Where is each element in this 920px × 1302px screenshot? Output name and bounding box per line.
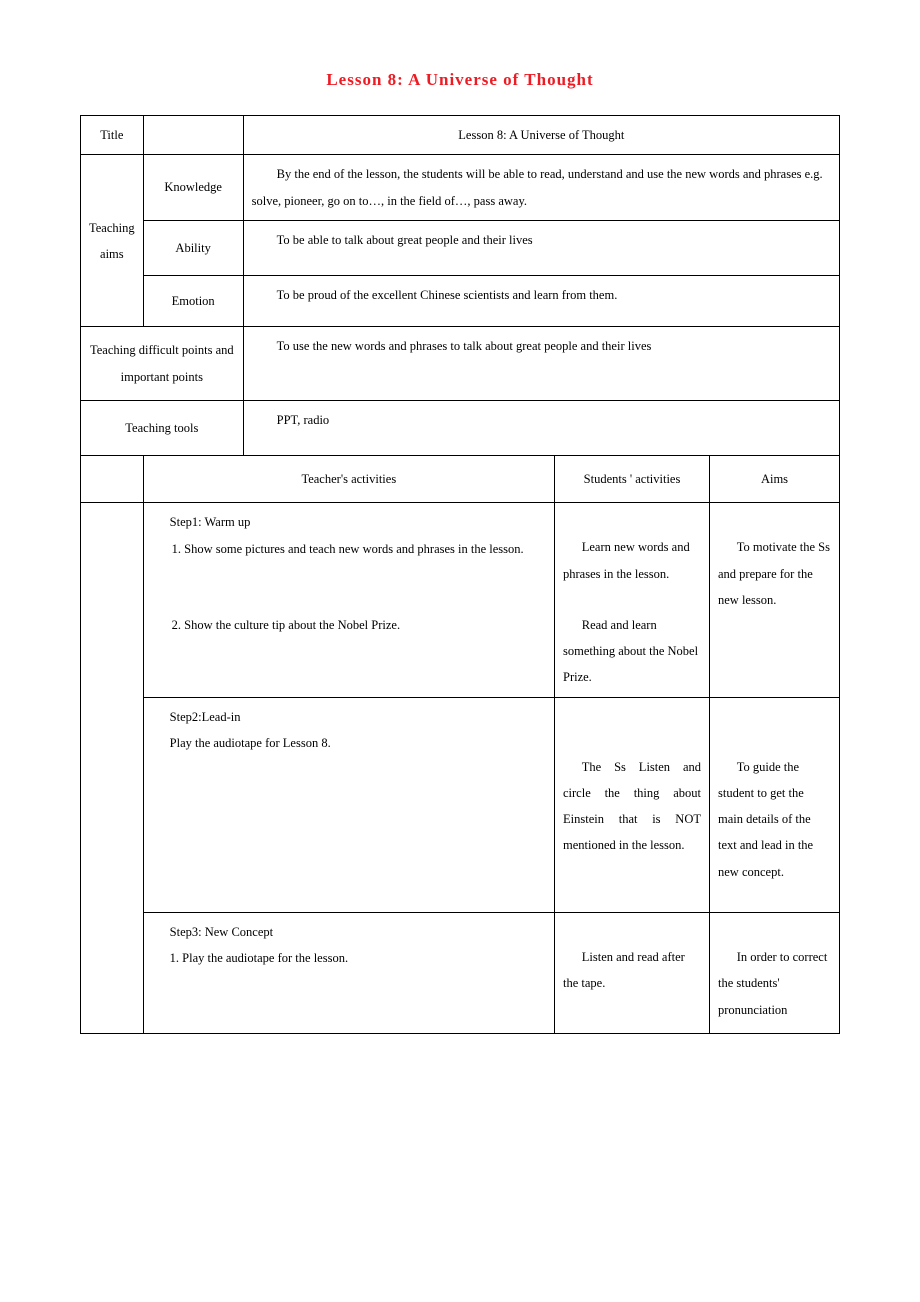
title-content: Lesson 8: A Universe of Thought — [243, 116, 839, 155]
emotion-content: To be proud of the excellent Chinese sci… — [243, 276, 839, 327]
step2-students: The Ss Listen and circle the thing about… — [555, 697, 710, 913]
step1-teacher: Step1: Warm up 1. Show some pictures and… — [143, 503, 554, 697]
step2-aims: To guide the student to get the main det… — [710, 697, 840, 913]
tools-content: PPT, radio — [243, 400, 839, 455]
empty-cell — [81, 456, 144, 503]
title-label: Title — [81, 116, 144, 155]
step1-students: Learn new words and phrases in the lesso… — [555, 503, 710, 697]
tools-label: Teaching tools — [81, 400, 244, 455]
students-header: Students ' activities — [555, 456, 710, 503]
ability-content: To be able to talk about great people an… — [243, 220, 839, 275]
step1-aims: To motivate the Ss and prepare for the n… — [710, 503, 840, 697]
step3-aims: In order to correct the students' pronun… — [710, 913, 840, 1034]
difficult-points-content: To use the new words and phrases to talk… — [243, 327, 839, 401]
aims-header: Aims — [710, 456, 840, 503]
teaching-aims-label: Teaching aims — [81, 155, 144, 327]
knowledge-content: By the end of the lesson, the students w… — [243, 155, 839, 221]
lesson-plan-table: Title Lesson 8: A Universe of Thought Te… — [80, 115, 840, 1034]
step3-teacher: Step3: New Concept 1. Play the audiotape… — [143, 913, 554, 1034]
empty-cell — [81, 503, 144, 1033]
step3-students: Listen and read after the tape. — [555, 913, 710, 1034]
step2-teacher: Step2:Lead-in Play the audiotape for Les… — [143, 697, 554, 913]
emotion-label: Emotion — [143, 276, 243, 327]
knowledge-label: Knowledge — [143, 155, 243, 221]
ability-label: Ability — [143, 220, 243, 275]
empty-cell — [143, 116, 243, 155]
difficult-points-label: Teaching difficult points and important … — [81, 327, 244, 401]
document-title: Lesson 8: A Universe of Thought — [80, 70, 840, 90]
teacher-header: Teacher's activities — [143, 456, 554, 503]
